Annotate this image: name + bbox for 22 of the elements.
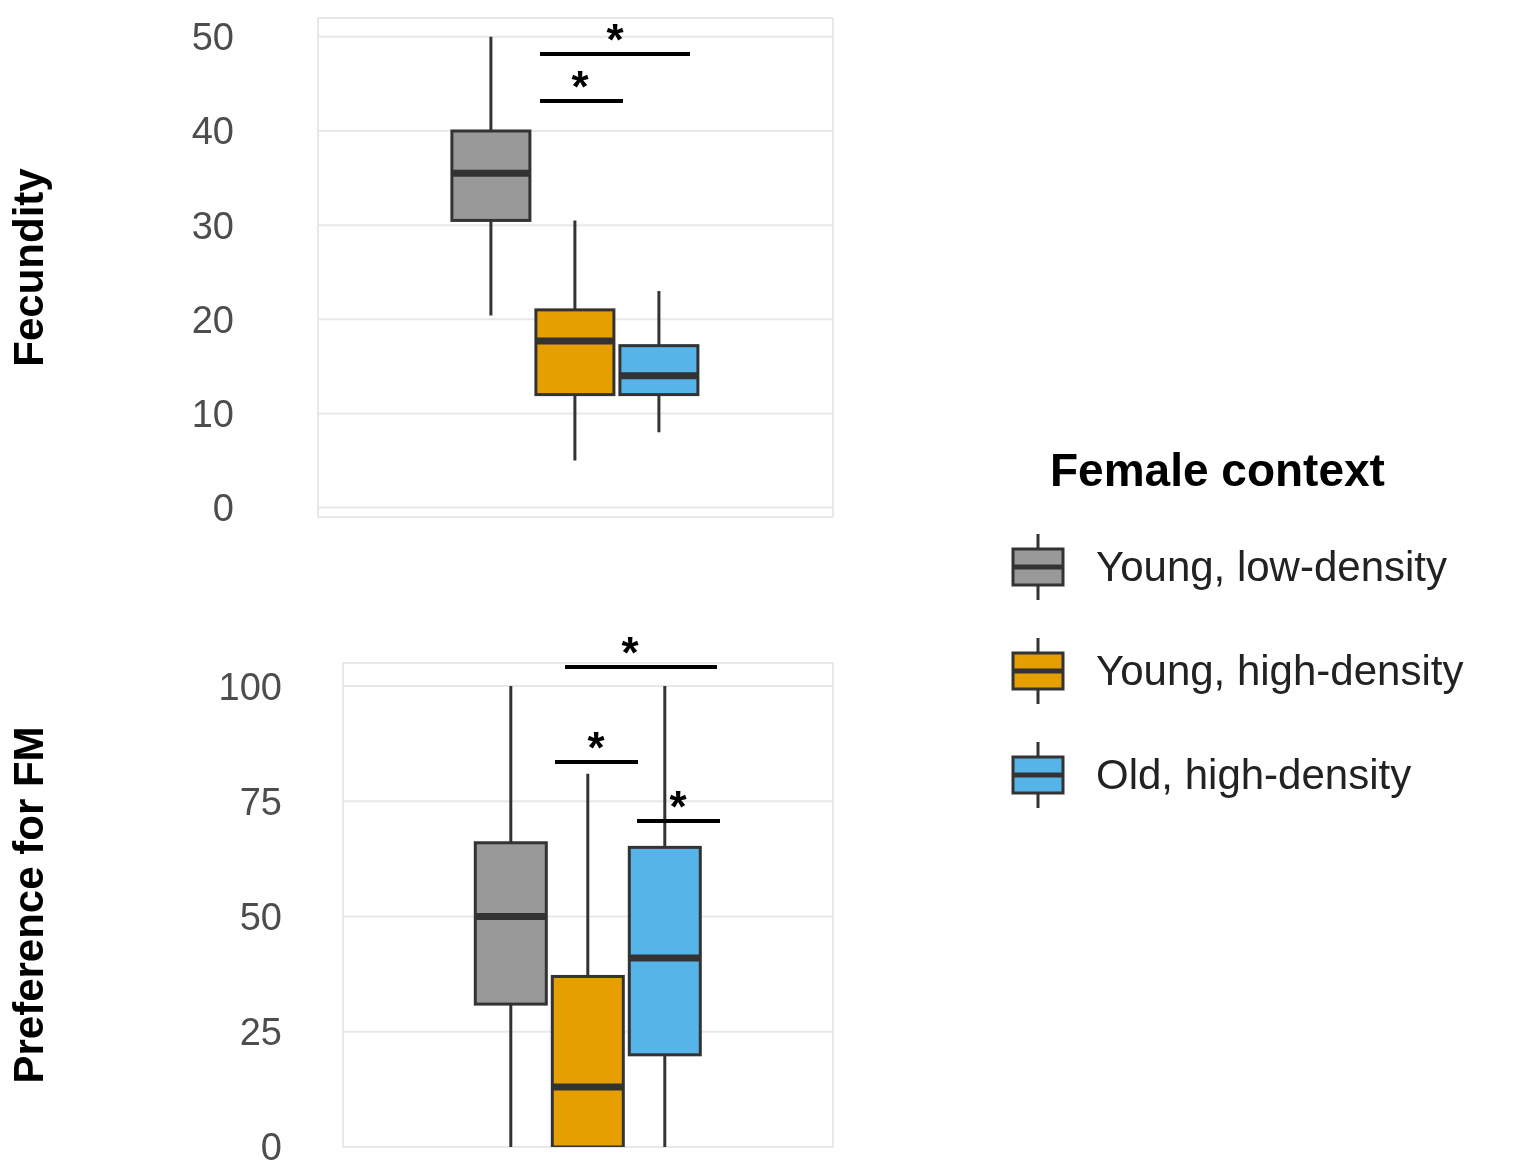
- y-tick-label: 50: [191, 16, 234, 59]
- legend-title: Female context: [1050, 443, 1386, 497]
- y-tick-label: 50: [239, 896, 282, 939]
- annotation: *: [605, 15, 625, 64]
- y-tick-label: 10: [191, 392, 234, 435]
- y-tick-label: 40: [191, 110, 234, 153]
- legend-label: Old, high-density: [1096, 751, 1412, 799]
- annotation: *: [570, 62, 590, 111]
- legend-label: Young, high-density: [1096, 647, 1464, 695]
- y-tick-label: 75: [239, 780, 282, 823]
- y-tick-label: 0: [212, 487, 234, 530]
- y-tick-label: 30: [191, 204, 234, 247]
- y-axis-title: Preference for FM: [4, 726, 52, 1084]
- y-tick-label: 20: [191, 298, 234, 341]
- legend-label: Young, low-density: [1096, 543, 1448, 591]
- annotation: *: [586, 723, 606, 772]
- y-tick-label: 25: [239, 1011, 282, 1054]
- annotation: *: [668, 782, 688, 831]
- y-tick-label: 0: [260, 1126, 282, 1167]
- y-axis-title: Fecundity: [4, 167, 52, 367]
- y-tick-label: 100: [218, 665, 282, 708]
- annotation: *: [620, 628, 640, 677]
